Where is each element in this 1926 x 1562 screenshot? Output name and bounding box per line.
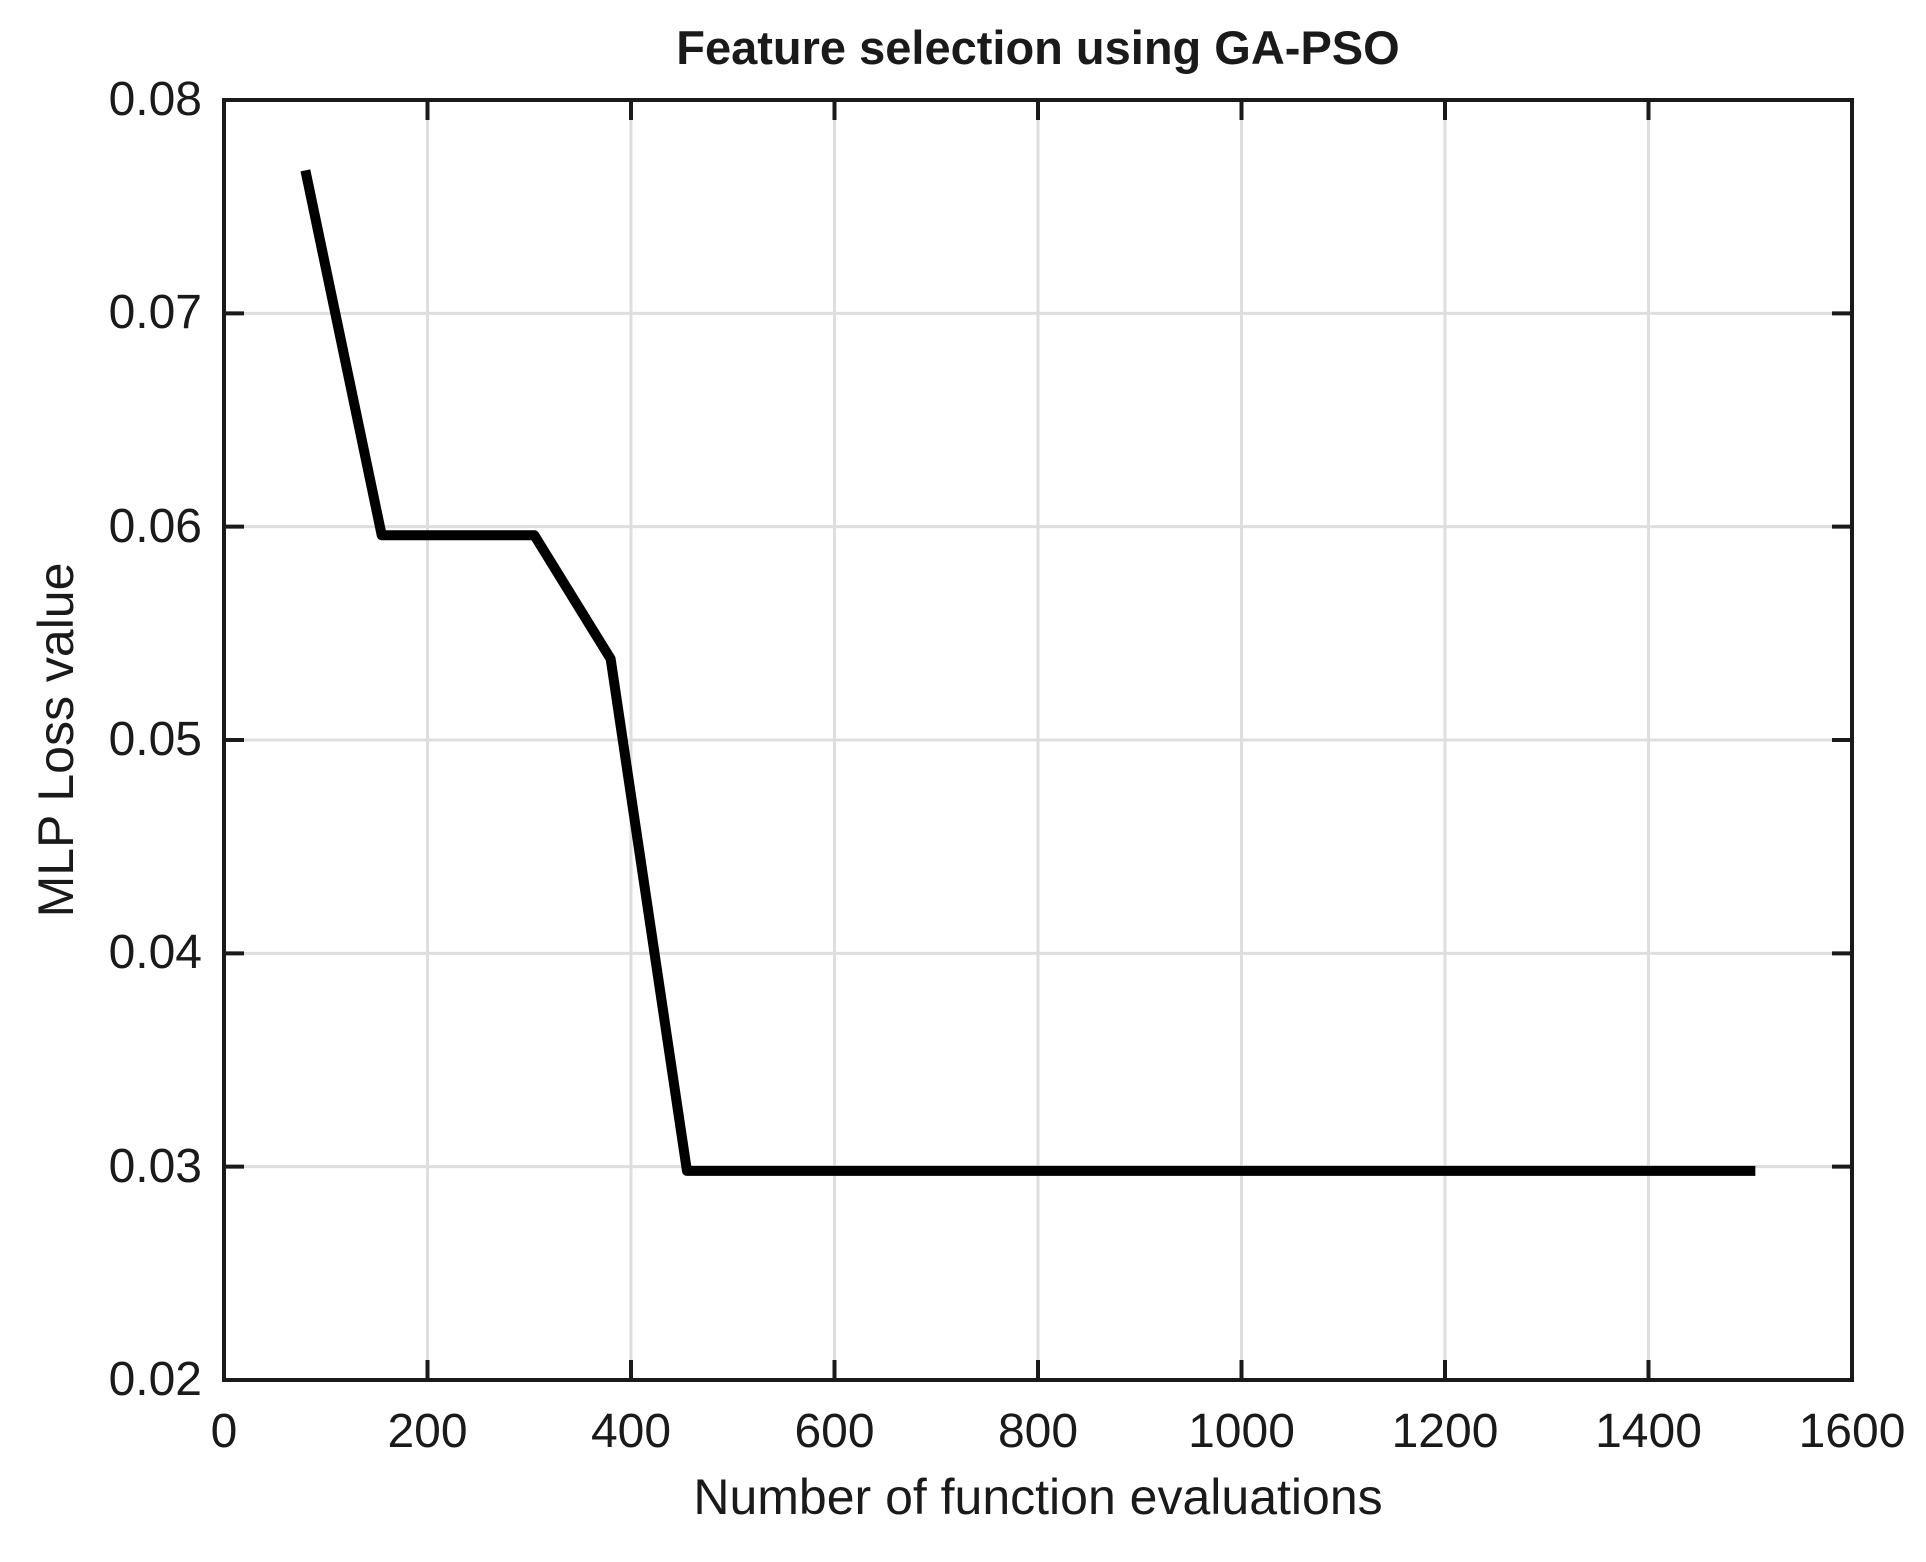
x-tick-label: 0	[210, 1405, 238, 1458]
x-tick-label: 600	[794, 1405, 875, 1458]
x-tick-label: 800	[997, 1405, 1079, 1458]
x-tick-label: 1600	[1798, 1405, 1906, 1458]
y-tick-label: 0.03	[108, 1139, 202, 1193]
x-tick-label: 200	[387, 1405, 468, 1458]
y-tick-label: 0.04	[108, 926, 202, 980]
x-tick-label: 400	[590, 1405, 672, 1458]
y-tick-label: 0.05	[108, 713, 202, 766]
y-tick-label: 0.02	[108, 1353, 202, 1406]
x-tick-label: 1400	[1595, 1405, 1702, 1458]
y-tick-label: 0.07	[108, 286, 202, 340]
y-tick-label: 0.06	[108, 499, 202, 553]
chart-title: Feature selection using GA-PSO	[676, 21, 1400, 74]
x-tick-label: 1200	[1391, 1405, 1499, 1458]
x-axis-label: Number of function evaluations	[693, 1469, 1383, 1525]
x-tick-label: 1000	[1188, 1405, 1295, 1458]
loss-curve	[300, 169, 1756, 1176]
y-tick-label: 0.08	[108, 73, 202, 126]
